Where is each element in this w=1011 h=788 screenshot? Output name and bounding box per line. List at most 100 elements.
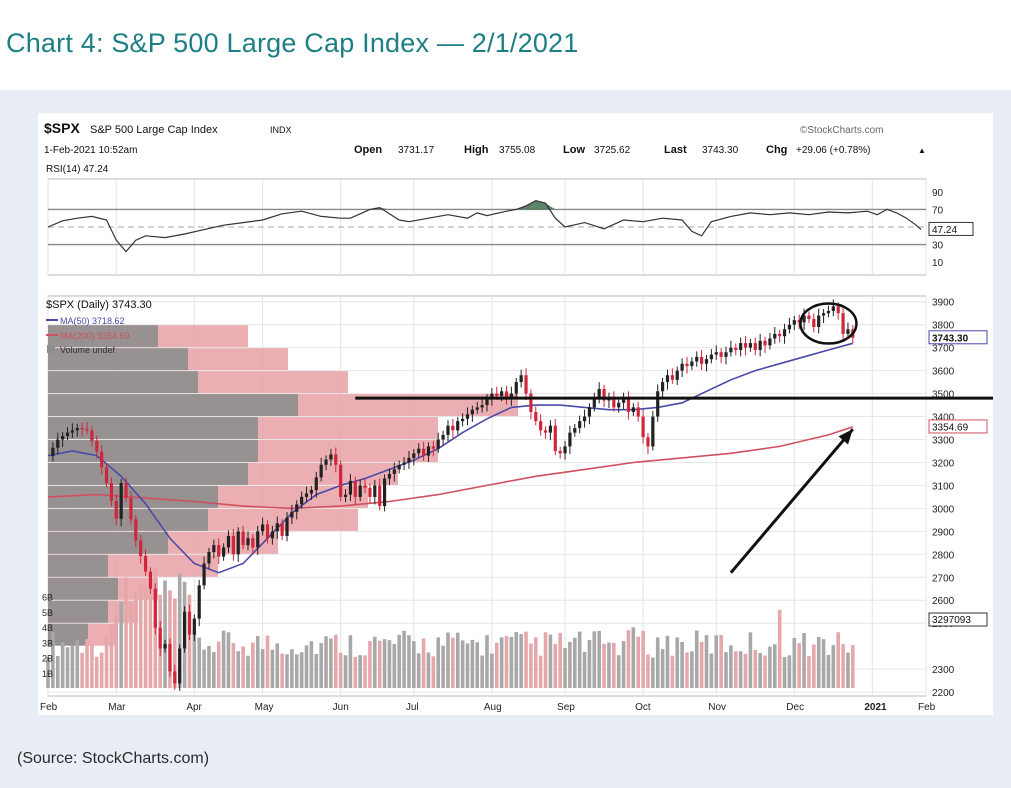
volume-bar-6	[75, 640, 80, 688]
volume-bar-2	[55, 655, 60, 688]
candle-body-17	[129, 498, 133, 520]
candle-body-23	[158, 627, 162, 649]
candle-body-16	[124, 483, 128, 499]
volume-bar-34	[212, 652, 216, 688]
stock-chart: 90 70 30 10 3900 3800 3700 3600 3500 3400 3300 3200…	[38, 113, 993, 715]
volume-bar-0	[46, 657, 50, 688]
volume-bar-69	[382, 639, 387, 688]
volume-bar-32	[202, 649, 206, 688]
vbp-bar-down-6	[48, 462, 248, 485]
candle-body-94	[504, 391, 509, 399]
candle-body-161	[831, 306, 835, 311]
candle-body-36	[222, 547, 226, 557]
candle-body-102	[543, 430, 548, 433]
candle-body-61	[343, 494, 348, 497]
volume-bar-135	[704, 635, 709, 688]
volume-bar-165	[851, 645, 855, 688]
candle-body-164	[846, 329, 850, 334]
volume-bar-84	[455, 632, 460, 688]
candle-body-104	[553, 425, 557, 451]
candle-body-34	[212, 545, 216, 553]
candle-body-22	[153, 588, 157, 628]
candle-body-108	[573, 428, 577, 433]
volume-bar-56	[319, 643, 323, 688]
candle-body-136	[709, 354, 713, 360]
candle-body-105	[558, 450, 562, 454]
candle-body-112	[592, 398, 596, 408]
price-tick-label-3700: 3700	[932, 344, 955, 355]
volume-bar-91	[490, 653, 494, 688]
volume-tag-text: 3297093	[932, 615, 971, 626]
candle-body-8	[85, 429, 89, 431]
candle-body-51	[295, 504, 299, 512]
candle-body-19	[139, 540, 143, 557]
volume-bar-60	[338, 652, 343, 688]
chg-label: Chg	[766, 144, 787, 156]
candle-body-37	[226, 535, 231, 548]
legend-price: $SPX (Daily) 3743.30	[46, 299, 152, 311]
candle-body-110	[582, 416, 587, 422]
volume-bar-113	[597, 630, 601, 688]
candle-body-141	[734, 347, 738, 350]
value-tags: 47.24 3743.30 3354.69 3297093	[928, 221, 988, 627]
vbp-bar-down-1	[48, 348, 188, 371]
candle-body-76	[417, 448, 421, 454]
candle-body-74	[407, 457, 411, 463]
x-tick-label-2: Apr	[186, 702, 202, 713]
volume-bar-63	[353, 657, 358, 688]
x-tick-label-0: Feb	[40, 702, 58, 713]
candle-body-71	[392, 469, 396, 474]
price-tick-label-3500: 3500	[932, 390, 955, 401]
vbp-bar-down-10	[48, 554, 108, 577]
volume-bar-151	[782, 657, 787, 688]
volume-bar-83	[451, 637, 455, 688]
legend-ma200: MA(200) 3354.69	[60, 331, 130, 341]
volume-bar-102	[543, 632, 548, 688]
volume-bar-127	[665, 635, 670, 688]
candle-body-89	[480, 405, 484, 408]
volume-bar-67	[373, 636, 377, 688]
source-note: (Source: StockCharts.com)	[17, 750, 210, 767]
last-label: Last	[664, 144, 687, 156]
ma50-line	[47, 342, 854, 574]
vbp-bar-down-9	[48, 531, 168, 554]
candle-body-83	[451, 425, 455, 431]
volume-tag	[928, 612, 988, 627]
volume-bar-133	[694, 630, 699, 688]
candle-body-12	[104, 467, 109, 484]
vbp-bar-down-5	[48, 440, 258, 462]
candle-body-101	[539, 421, 543, 431]
volume-bar-106	[563, 648, 567, 688]
chart-heading: Chart 4: S&P 500 Large Cap Index — 2/1/2…	[6, 28, 579, 58]
volume-bar-78	[426, 652, 431, 688]
volume-tick-label-3: 3B	[42, 638, 53, 648]
candle-body-64	[358, 485, 362, 497]
candle-body-54	[309, 490, 313, 494]
candle-body-111	[587, 407, 592, 417]
candle-body-79	[431, 446, 435, 449]
volume-bar-59	[333, 634, 338, 688]
price-tick-label-3600: 3600	[932, 367, 955, 378]
candle-body-45	[265, 524, 270, 539]
x-tick-label-11: 2021	[864, 702, 887, 713]
candle-body-25	[168, 643, 172, 672]
candle-body-125	[656, 391, 660, 417]
volume-bar-147	[763, 655, 767, 688]
legend-ma50: MA(50) 3718.62	[60, 316, 125, 326]
ma200-tag-text: 3354.69	[932, 422, 969, 433]
symbol-label: $SPX	[44, 120, 80, 136]
price-tick-label-2600: 2600	[932, 596, 955, 607]
high-value: 3755.08	[499, 145, 536, 156]
volume-bar-50	[290, 649, 294, 688]
volume-bar-94	[504, 636, 509, 688]
candle-body-46	[270, 531, 274, 539]
volume-bar-121	[636, 636, 641, 688]
rsi-label: RSI(14) 47.24	[46, 164, 109, 175]
volume-bar-37	[226, 632, 231, 688]
candle-body-78	[426, 446, 431, 456]
candle-body-9	[90, 430, 94, 442]
legend-volume: Volume undef	[60, 345, 116, 355]
volume-bar-96	[514, 632, 519, 688]
candle-body-29	[187, 611, 192, 635]
volume-bar-128	[670, 655, 675, 688]
